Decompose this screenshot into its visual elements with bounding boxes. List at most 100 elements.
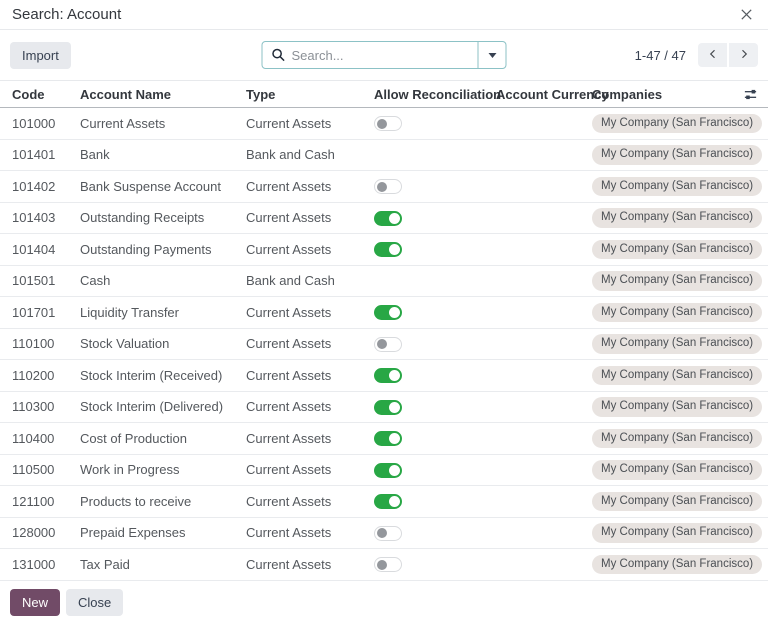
account-code: 128000: [12, 525, 56, 541]
table-row[interactable]: 110100 Stock Valuation Current Assets My…: [0, 328, 768, 360]
table-row[interactable]: 110200 Stock Interim (Received) Current …: [0, 360, 768, 392]
table-body: 101000 Current Assets Current Assets My …: [0, 108, 768, 581]
company-badge: My Company (San Francisco): [592, 176, 763, 196]
caret-down-icon: [488, 52, 496, 58]
pager-range: 1-47 / 47: [634, 47, 686, 63]
allow-reconciliation-toggle[interactable]: [374, 210, 402, 226]
allow-reconciliation-toggle[interactable]: [374, 557, 402, 573]
table-row[interactable]: 131000 Tax Paid Current Assets My Compan…: [0, 549, 768, 581]
column-header-allow-reconciliation[interactable]: Allow Reconciliation: [374, 86, 502, 102]
pager-previous-button[interactable]: [698, 43, 727, 67]
close-button[interactable]: Close: [66, 588, 124, 616]
allow-reconciliation-toggle[interactable]: [374, 305, 402, 321]
account-code: 101401: [12, 147, 56, 163]
account-type: Current Assets: [246, 493, 332, 509]
table-row[interactable]: 101501 Cash Bank and Cash My Company (Sa…: [0, 265, 768, 297]
account-code: 101000: [12, 115, 56, 131]
dialog-titlebar: Search: Account: [0, 0, 768, 30]
account-type: Current Assets: [246, 115, 332, 131]
allow-reconciliation-toggle[interactable]: [374, 116, 402, 132]
table-row[interactable]: 101000 Current Assets Current Assets My …: [0, 108, 768, 140]
column-header-code[interactable]: Code: [12, 86, 45, 102]
account-code: 101501: [12, 273, 56, 289]
import-button[interactable]: Import: [10, 41, 71, 69]
allow-reconciliation-toggle[interactable]: [374, 336, 402, 352]
account-code: 131000: [12, 556, 56, 572]
account-type: Current Assets: [246, 525, 332, 541]
account-code: 110500: [12, 462, 55, 478]
chevron-left-icon: [707, 48, 719, 63]
table-row[interactable]: 101402 Bank Suspense Account Current Ass…: [0, 171, 768, 203]
company-badge: My Company (San Francisco): [592, 397, 763, 417]
account-name: Outstanding Payments: [80, 241, 212, 257]
account-name: Stock Valuation: [80, 336, 170, 352]
allow-reconciliation-toggle[interactable]: [374, 431, 402, 447]
control-panel: Import 1-47 / 47: [0, 30, 768, 80]
allow-reconciliation-toggle[interactable]: [374, 368, 402, 384]
search-dropdown-toggle[interactable]: [477, 42, 506, 68]
account-name: Current Assets: [80, 115, 166, 131]
company-badge: My Company (San Francisco): [592, 523, 763, 543]
account-name: Bank Suspense Account: [80, 178, 221, 194]
dialog-title: Search: Account: [12, 6, 122, 23]
account-name: Stock Interim (Delivered): [80, 399, 224, 415]
company-badge: My Company (San Francisco): [592, 365, 763, 385]
company-badge: My Company (San Francisco): [592, 302, 763, 322]
search-input[interactable]: [291, 47, 478, 63]
account-code: 101701: [12, 304, 56, 320]
allow-reconciliation-toggle[interactable]: [374, 399, 402, 415]
allow-reconciliation-toggle[interactable]: [374, 462, 402, 478]
table-row[interactable]: 128000 Prepaid Expenses Current Assets M…: [0, 517, 768, 549]
table-row[interactable]: 101401 Bank Bank and Cash My Company (Sa…: [0, 139, 768, 171]
company-badge: My Company (San Francisco): [592, 208, 763, 228]
company-badge: My Company (San Francisco): [592, 460, 763, 480]
account-type: Current Assets: [246, 462, 332, 478]
allow-reconciliation-toggle[interactable]: [374, 179, 402, 195]
company-badge: My Company (San Francisco): [592, 145, 763, 165]
table-row[interactable]: 110400 Cost of Production Current Assets…: [0, 423, 768, 455]
new-button[interactable]: New: [10, 588, 61, 616]
account-type: Current Assets: [246, 430, 332, 446]
account-code: 110300: [12, 399, 55, 415]
account-code: 110200: [12, 367, 55, 383]
account-name: Work in Progress: [80, 462, 180, 478]
table-header: Code Account Name Type Allow Reconciliat…: [0, 80, 768, 108]
table-row[interactable]: 110300 Stock Interim (Delivered) Current…: [0, 391, 768, 423]
allow-reconciliation-toggle[interactable]: [374, 494, 402, 510]
table-row[interactable]: 101404 Outstanding Payments Current Asse…: [0, 234, 768, 266]
column-header-account-currency[interactable]: Account Currency: [496, 86, 609, 102]
account-type: Current Assets: [246, 336, 332, 352]
allow-reconciliation-toggle[interactable]: [374, 242, 402, 258]
account-type: Current Assets: [246, 399, 332, 415]
account-type: Bank and Cash: [246, 273, 335, 289]
table-row[interactable]: 101701 Liquidity Transfer Current Assets…: [0, 297, 768, 329]
account-type: Current Assets: [246, 178, 332, 194]
search-box: [261, 41, 507, 69]
optional-columns-icon[interactable]: [740, 87, 768, 102]
account-name: Cost of Production: [80, 430, 187, 446]
pager-next-button[interactable]: [729, 43, 758, 67]
account-code: 110400: [12, 430, 55, 446]
table-row[interactable]: 121100 Products to receive Current Asset…: [0, 486, 768, 518]
company-badge: My Company (San Francisco): [592, 334, 763, 354]
account-name: Outstanding Receipts: [80, 210, 205, 226]
account-code: 101402: [12, 178, 56, 194]
account-code: 110100: [12, 336, 55, 352]
account-name: Liquidity Transfer: [80, 304, 179, 320]
search-icon: [272, 48, 286, 62]
column-header-account-name[interactable]: Account Name: [80, 86, 172, 102]
column-header-type[interactable]: Type: [246, 86, 276, 102]
company-badge: My Company (San Francisco): [592, 554, 763, 574]
allow-reconciliation-toggle[interactable]: [374, 525, 402, 541]
company-badge: My Company (San Francisco): [592, 428, 763, 448]
account-type: Current Assets: [246, 304, 332, 320]
table-row[interactable]: 101403 Outstanding Receipts Current Asse…: [0, 202, 768, 234]
account-type: Current Assets: [246, 241, 332, 257]
account-type: Bank and Cash: [246, 147, 335, 163]
account-name: Cash: [80, 273, 111, 289]
account-code: 101403: [12, 210, 56, 226]
table-row[interactable]: 110500 Work in Progress Current Assets M…: [0, 454, 768, 486]
close-icon[interactable]: [737, 5, 756, 24]
column-header-companies[interactable]: Companies: [592, 86, 663, 102]
